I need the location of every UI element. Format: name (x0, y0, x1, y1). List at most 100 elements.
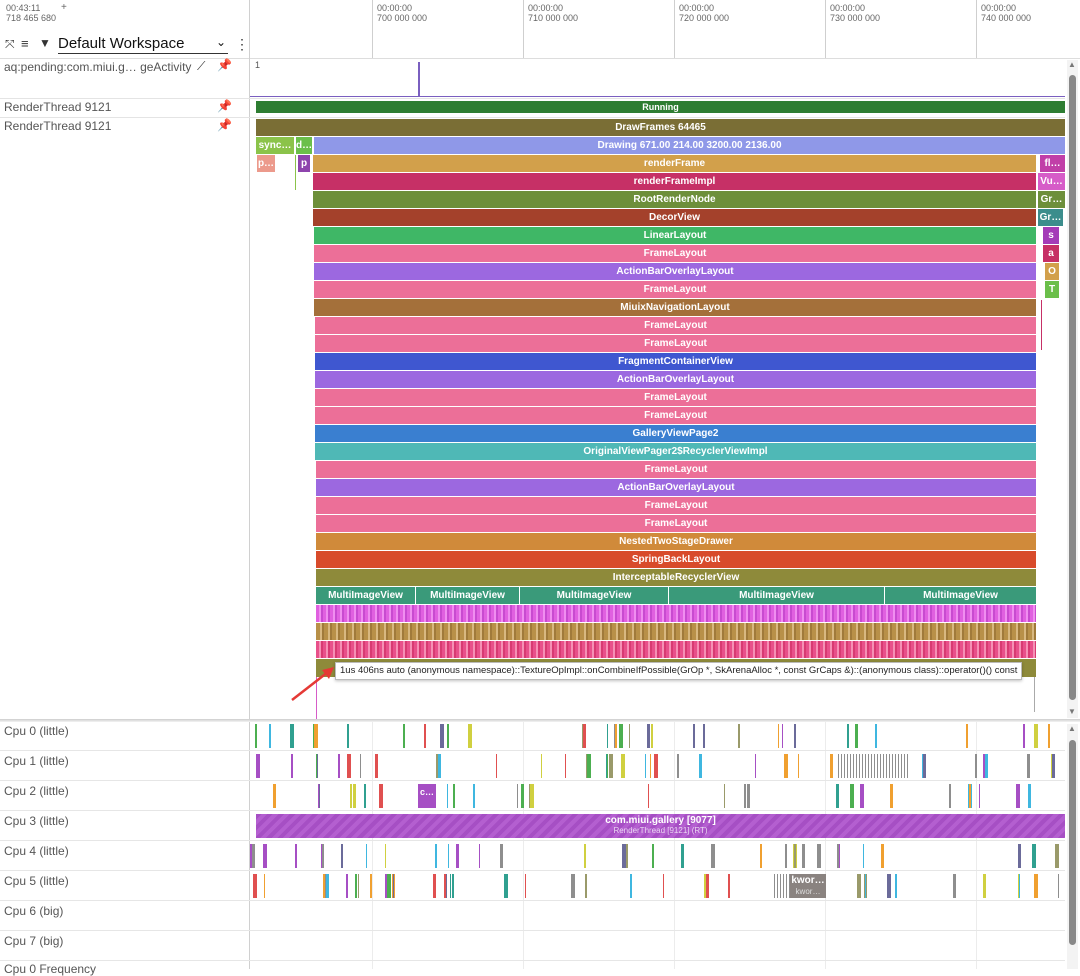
dense-slices-row-1[interactable] (316, 605, 1036, 622)
cpu-sched-slice[interactable] (446, 874, 447, 898)
cpu-sched-slice[interactable] (444, 874, 447, 898)
flame-slice[interactable]: sync… (256, 137, 294, 154)
cpu-sched-slice[interactable] (316, 754, 317, 778)
cpu-sched-slice[interactable] (500, 844, 503, 868)
cpu-sched-slice[interactable] (794, 844, 796, 868)
cpu-sched-slice[interactable] (983, 874, 986, 898)
more-options-icon[interactable]: ⋮ (235, 36, 249, 52)
cpu-sched-slice[interactable] (530, 784, 534, 808)
cpu-sched-slice[interactable] (583, 724, 586, 748)
cpu-sched-slice[interactable] (836, 784, 839, 808)
cpu-sched-slice[interactable] (755, 754, 756, 778)
pin-icon[interactable]: 📌 (217, 58, 232, 72)
cpu-sched-slice[interactable] (447, 784, 448, 808)
cpu-sched-slice[interactable] (703, 724, 705, 748)
add-marker-plus[interactable]: + (61, 2, 67, 13)
cpu-sched-slice[interactable] (319, 784, 320, 808)
flame-slice[interactable]: T (1045, 281, 1059, 298)
cpu3-process-slice[interactable]: com.miui.gallery [9077] RenderThread [91… (256, 814, 1065, 838)
cpu-sched-slice[interactable] (760, 844, 762, 868)
cpu-sched-slice[interactable] (629, 724, 630, 748)
cpu-sched-slice[interactable] (438, 754, 441, 778)
cpu-sched-slice[interactable] (985, 754, 988, 778)
cpu-sched-slice[interactable] (784, 754, 788, 778)
cpu-sched-slice[interactable] (347, 754, 351, 778)
cpu-sched-slice[interactable] (652, 844, 654, 868)
cpu-sched-slice[interactable] (626, 844, 628, 868)
track-scrollbar-thumb[interactable] (1069, 75, 1076, 700)
flame-slice[interactable]: s (1043, 227, 1059, 244)
flame-slice[interactable]: ActionBarOverlayLayout (315, 371, 1036, 388)
flame-slice[interactable]: DrawFrames 64465 (256, 119, 1065, 136)
cpu-sched-slice[interactable] (441, 724, 444, 748)
cpu-sched-slice[interactable] (353, 784, 356, 808)
flame-slice[interactable]: MultiImageView (520, 587, 668, 604)
cpu-sched-slice[interactable] (450, 874, 451, 898)
cpu-sched-slice[interactable] (650, 754, 651, 778)
list-icon[interactable]: ≡ (21, 36, 29, 51)
cpu-dense-slices[interactable] (838, 754, 910, 778)
cpu-sched-slice[interactable] (875, 724, 877, 748)
cpu-sched-slice[interactable] (385, 844, 386, 868)
cpu-sched-slice[interactable] (630, 874, 632, 898)
cpu-sched-slice[interactable] (847, 724, 849, 748)
cpu-sched-slice[interactable] (1052, 754, 1055, 778)
cpu-sched-slice[interactable] (326, 874, 329, 898)
flame-slice[interactable]: FrameLayout (316, 497, 1036, 514)
cpu-sched-slice[interactable] (837, 844, 839, 868)
pin-icon[interactable]: 📌 (217, 99, 232, 113)
cpu-sched-slice[interactable] (621, 754, 625, 778)
flame-slice[interactable]: FrameLayout (315, 407, 1036, 424)
cpu-sched-slice[interactable] (663, 874, 664, 898)
cpu-sched-slice[interactable] (424, 724, 426, 748)
cpu-sched-slice[interactable] (453, 784, 455, 808)
flame-slice[interactable]: d… (296, 137, 312, 154)
cpu-sched-slice[interactable] (447, 724, 449, 748)
cpu-sched-slice[interactable] (851, 784, 854, 808)
cpu-sched-slice[interactable] (565, 754, 566, 778)
flame-slice[interactable]: LinearLayout (314, 227, 1036, 244)
cpu-sched-slice[interactable] (606, 754, 608, 778)
cpu-sched-slice[interactable] (681, 844, 684, 868)
flame-slice[interactable]: NestedTwoStageDrawer (316, 533, 1036, 550)
cpu-sched-slice[interactable] (747, 784, 750, 808)
cpu-sched-slice[interactable] (435, 844, 437, 868)
cpu-sched-slice[interactable] (587, 754, 591, 778)
cpu-sched-slice[interactable] (922, 754, 926, 778)
flame-slice[interactable]: MiuixNavigationLayout (314, 299, 1036, 316)
chart-icon[interactable]: ⟋ (197, 59, 206, 73)
cpu-sched-slice[interactable] (1048, 724, 1050, 748)
flame-slice[interactable]: Drawing 671.00 214.00 3200.00 2136.00 (314, 137, 1065, 154)
cpu-sched-slice[interactable] (473, 784, 475, 808)
cpu-sched-slice[interactable] (782, 724, 783, 748)
cpu-sched-slice[interactable] (706, 874, 709, 898)
cpu-sched-slice[interactable] (651, 724, 653, 748)
cpu-sched-slice[interactable] (887, 874, 891, 898)
cpu-sched-slice[interactable] (1058, 874, 1059, 898)
cpu-sched-slice[interactable] (817, 844, 821, 868)
flame-slice[interactable]: FrameLayout (314, 245, 1036, 262)
cpu-sched-slice[interactable] (1034, 874, 1038, 898)
cpu-sched-slice[interactable] (370, 874, 372, 898)
cpu-sched-slice[interactable] (609, 754, 613, 778)
cpu-sched-slice[interactable] (857, 874, 861, 898)
cpu-sched-slice[interactable] (1027, 754, 1030, 778)
scroll-down-icon[interactable]: ▼ (1068, 707, 1076, 716)
cpu-sched-slice[interactable] (738, 724, 740, 748)
cpu-sched-slice[interactable] (704, 874, 706, 898)
cpu-sched-slice[interactable] (619, 724, 623, 748)
cpu-sched-slice[interactable] (517, 784, 518, 808)
cpu-sched-slice[interactable] (452, 874, 454, 898)
dense-slices-row-2[interactable] (316, 623, 1036, 640)
cpu-sched-slice[interactable] (366, 844, 367, 868)
cpu-sched-slice[interactable] (744, 784, 746, 808)
cpu-sched-slice[interactable] (711, 844, 715, 868)
cpu-sched-slice[interactable] (606, 754, 607, 778)
cpu-sched-slice[interactable] (273, 784, 276, 808)
flame-slice[interactable]: GalleryViewPage2 (315, 425, 1036, 442)
cpu-sched-slice[interactable] (252, 844, 255, 868)
cpu2-small-slice[interactable]: c… (418, 784, 436, 808)
cpu-sched-slice[interactable] (387, 874, 391, 898)
cpu-sched-slice[interactable] (979, 784, 980, 808)
cpu-sched-slice[interactable] (794, 724, 796, 748)
